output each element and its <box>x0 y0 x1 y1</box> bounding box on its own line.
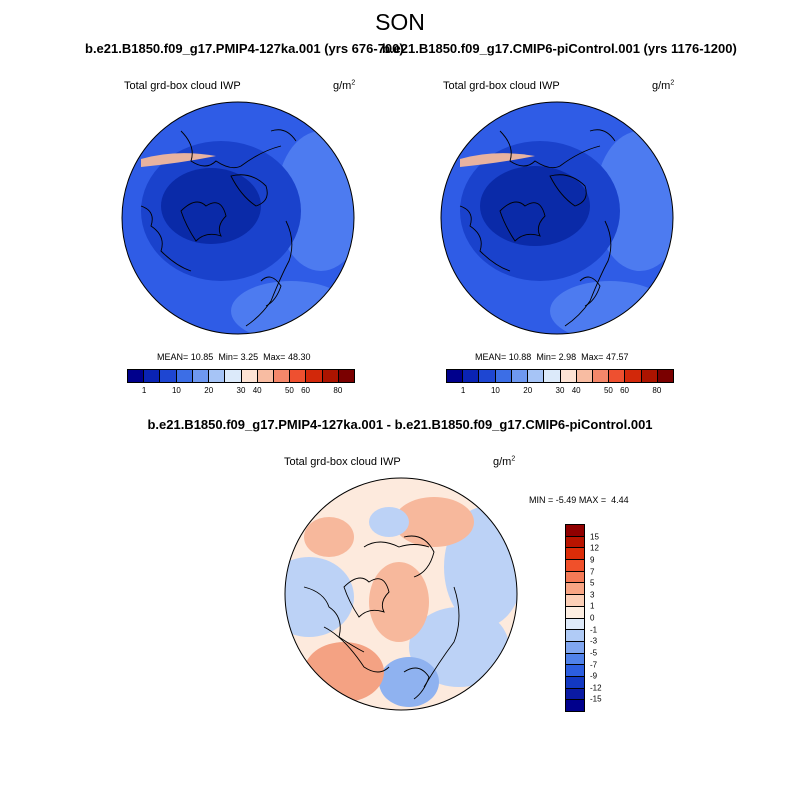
diff-colorbar-swatch <box>566 688 584 701</box>
left-colorbar-swatch <box>144 370 161 382</box>
diff-colorbar-swatch <box>566 676 584 689</box>
diff-colorbar-swatch <box>566 700 584 711</box>
diff-colorbar-tick-label: 9 <box>590 555 595 565</box>
diff-colorbar-tick-label: 0 <box>590 613 595 623</box>
diff-colorbar-swatch <box>566 665 584 677</box>
diff-colorbar-swatch <box>566 606 584 619</box>
diff-colorbar-tick-label: 5 <box>590 578 595 588</box>
right-colorbar-swatch <box>641 370 658 382</box>
right-panel-title: b.e21.B1850.f09_g17.CMIP6-piControl.001 … <box>382 41 737 56</box>
left-colorbar-tick-label: 30 <box>236 386 246 395</box>
diff-colorbar-tick-label: -1 <box>590 625 598 635</box>
left-variable-label: Total grd-box cloud IWP <box>124 80 241 92</box>
right-variable-label: Total grd-box cloud IWP <box>443 80 560 92</box>
left-colorbar-swatch <box>192 370 210 382</box>
left-colorbar-swatch <box>290 370 307 382</box>
diff-colorbar-tick-label: 12 <box>590 543 599 553</box>
diff-units-label: g/m2 <box>493 455 516 468</box>
right-colorbar-tick-label: 60 <box>620 386 630 395</box>
right-colorbar-tick-label: 80 <box>652 386 662 395</box>
season-title: SON <box>375 9 425 35</box>
left-colorbar-tick-label: 50 <box>284 386 294 395</box>
right-colorbar-swatch <box>479 370 496 382</box>
left-colorbar-swatch <box>306 370 323 382</box>
right-colorbar-swatch <box>495 370 512 382</box>
diff-colorbar-swatch <box>566 536 584 549</box>
right-stats: MEAN= 10.88 Min= 2.98 Max= 47.57 <box>475 352 629 362</box>
diff-panel-title: b.e21.B1850.f09_g17.PMIP4-127ka.001 - b.… <box>147 417 653 432</box>
left-colorbar-tick-label: 40 <box>252 386 262 395</box>
right-colorbar-swatch <box>625 370 642 382</box>
right-colorbar-swatch <box>609 370 626 382</box>
left-colorbar-tick-label: 60 <box>301 386 311 395</box>
diff-variable-label: Total grd-box cloud IWP <box>284 456 401 468</box>
left-colorbar-tick-label: 80 <box>333 386 343 395</box>
diff-colorbar-swatch <box>566 630 584 642</box>
diff-colorbar-swatch <box>566 641 584 654</box>
diff-colorbar-swatch <box>566 571 584 584</box>
left-colorbar-tick-label: 10 <box>171 386 181 395</box>
left-polar-map <box>121 101 355 335</box>
diff-colorbar-swatch <box>566 583 584 596</box>
diff-colorbar-tick-label: 7 <box>590 567 595 576</box>
left-colorbar-tick-label: 20 <box>204 386 214 395</box>
left-colorbar-swatch <box>160 370 177 382</box>
right-units-label: g/m2 <box>652 79 675 92</box>
diff-colorbar-tick-label: -7 <box>590 660 598 669</box>
left-units-label: g/m2 <box>333 79 356 92</box>
right-colorbar-swatch <box>528 370 545 382</box>
left-colorbar-swatch <box>128 370 145 382</box>
right-colorbar-swatch <box>657 370 674 382</box>
left-colorbar-swatch <box>176 370 193 382</box>
right-colorbar-swatch <box>544 370 561 382</box>
left-colorbar-swatch <box>225 370 242 382</box>
right-colorbar-tick-label: 30 <box>555 386 565 395</box>
right-colorbar-swatch <box>592 370 610 382</box>
right-polar-map <box>440 101 674 335</box>
right-colorbar <box>446 369 674 383</box>
left-colorbar-swatch <box>338 370 355 382</box>
diff-colorbar-tick-label: 15 <box>590 532 599 542</box>
diff-colorbar-swatch <box>566 525 584 537</box>
right-colorbar-tick-label: 40 <box>571 386 581 395</box>
diff-colorbar-tick-label: 1 <box>590 601 595 611</box>
diff-colorbar-swatch <box>566 548 584 561</box>
left-colorbar-swatch <box>322 370 339 382</box>
left-colorbar-swatch <box>273 370 291 382</box>
diff-colorbar-tick-label: -15 <box>590 694 602 704</box>
diff-colorbar-tick-label: -5 <box>590 648 598 658</box>
diff-colorbar-tick-label: 3 <box>590 590 595 600</box>
left-colorbar-swatch <box>257 370 274 382</box>
diff-colorbar-swatch <box>566 653 584 666</box>
left-colorbar <box>127 369 355 383</box>
right-colorbar-tick-label: 10 <box>490 386 500 395</box>
diff-colorbar-tick-label: -12 <box>590 683 602 693</box>
right-colorbar-swatch <box>447 370 464 382</box>
diff-colorbar-swatch <box>566 595 584 607</box>
left-colorbar-tick-label: 1 <box>141 386 147 395</box>
diff-min-max: MIN = -5.49 MAX = 4.44 <box>529 495 629 505</box>
right-colorbar-swatch <box>511 370 529 382</box>
diff-colorbar <box>565 524 585 712</box>
right-colorbar-swatch <box>560 370 577 382</box>
right-colorbar-tick-label: 20 <box>523 386 533 395</box>
left-colorbar-swatch <box>209 370 226 382</box>
diff-colorbar-swatch <box>566 560 584 572</box>
diff-colorbar-tick-label: -3 <box>590 636 598 646</box>
diff-colorbar-tick-label: -9 <box>590 671 598 681</box>
left-stats: MEAN= 10.85 Min= 3.25 Max= 48.30 <box>157 352 311 362</box>
left-colorbar-swatch <box>241 370 258 382</box>
left-panel-title: b.e21.B1850.f09_g17.PMIP4-127ka.001 (yrs… <box>85 41 404 56</box>
right-colorbar-tick-label: 50 <box>603 386 613 395</box>
right-colorbar-swatch <box>576 370 593 382</box>
right-colorbar-swatch <box>463 370 480 382</box>
right-colorbar-tick-label: 1 <box>460 386 466 395</box>
diff-colorbar-swatch <box>566 618 584 631</box>
diff-polar-map <box>284 477 518 711</box>
